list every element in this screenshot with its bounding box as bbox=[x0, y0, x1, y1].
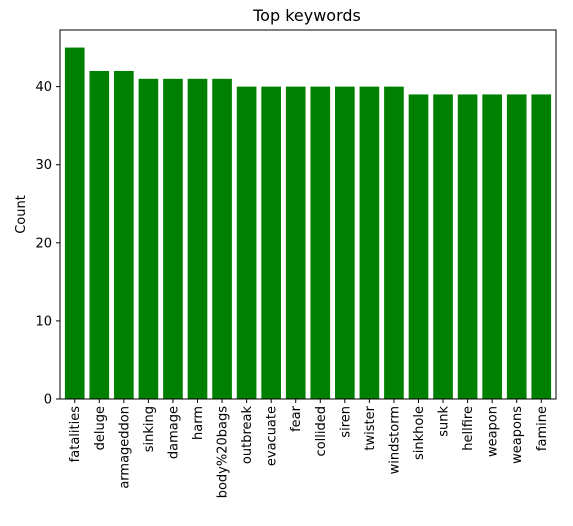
y-tick-label: 40 bbox=[35, 80, 52, 95]
bar-sunk bbox=[433, 94, 453, 399]
bar-body-20bags bbox=[212, 78, 232, 400]
x-tick-label: twister bbox=[363, 405, 378, 450]
bar-damage bbox=[163, 78, 183, 400]
x-tick-label: fatalities bbox=[68, 406, 83, 463]
bar-collided bbox=[310, 86, 331, 399]
x-tick-label: weapon bbox=[486, 406, 501, 457]
x-axis: fatalities deluge armageddon sinking damage h… bbox=[68, 399, 550, 498]
x-tick-label: harm bbox=[191, 406, 206, 440]
bar-fear bbox=[285, 86, 306, 399]
bar-weapon bbox=[482, 94, 502, 399]
bars-group bbox=[64, 47, 552, 400]
x-tick-label: sinking bbox=[142, 406, 157, 452]
bar-famine bbox=[531, 94, 552, 399]
x-tick-label: sunk bbox=[437, 406, 452, 437]
x-tick-label: deluge bbox=[93, 406, 108, 450]
y-axis-label: Count bbox=[14, 195, 29, 234]
x-tick-label: famine bbox=[535, 406, 550, 451]
x-tick-label: fear bbox=[289, 405, 304, 432]
x-tick-label: collided bbox=[314, 406, 329, 456]
bar-deluge bbox=[89, 71, 110, 399]
bar-weapons bbox=[506, 94, 527, 399]
y-tick-label: 10 bbox=[35, 314, 52, 329]
bar-siren bbox=[335, 86, 355, 399]
bar-armageddon bbox=[114, 71, 134, 399]
bar-sinkhole bbox=[408, 94, 429, 399]
bar-twister bbox=[359, 86, 380, 399]
bar-harm bbox=[187, 78, 208, 400]
x-tick-label: damage bbox=[166, 406, 181, 459]
bar-windstorm bbox=[384, 86, 404, 399]
x-tick-label: body%20bags bbox=[216, 406, 231, 499]
bar-outbreak bbox=[236, 86, 257, 399]
y-tick-label: 20 bbox=[35, 236, 52, 251]
x-tick-label: armageddon bbox=[117, 406, 132, 489]
chart-title: Top keywords bbox=[252, 6, 361, 25]
x-tick-label: hellfire bbox=[461, 406, 476, 451]
bar-fatalities bbox=[64, 47, 85, 399]
x-tick-label: siren bbox=[338, 406, 353, 438]
x-tick-label: evacuate bbox=[265, 406, 280, 466]
plot-frame bbox=[59, 29, 557, 400]
y-tick-label: 0 bbox=[44, 393, 52, 408]
x-tick-label: sinkhole bbox=[412, 406, 427, 460]
y-tick-label: 30 bbox=[35, 158, 52, 173]
x-tick-label: outbreak bbox=[240, 406, 255, 465]
x-tick-label: weapons bbox=[510, 406, 525, 464]
y-axis: 0 10 20 30 40 bbox=[35, 80, 60, 408]
bar-hellfire bbox=[457, 94, 478, 399]
x-tick-label: windstorm bbox=[387, 406, 402, 474]
bar-sinking bbox=[138, 78, 159, 400]
bar-evacuate bbox=[261, 86, 281, 399]
